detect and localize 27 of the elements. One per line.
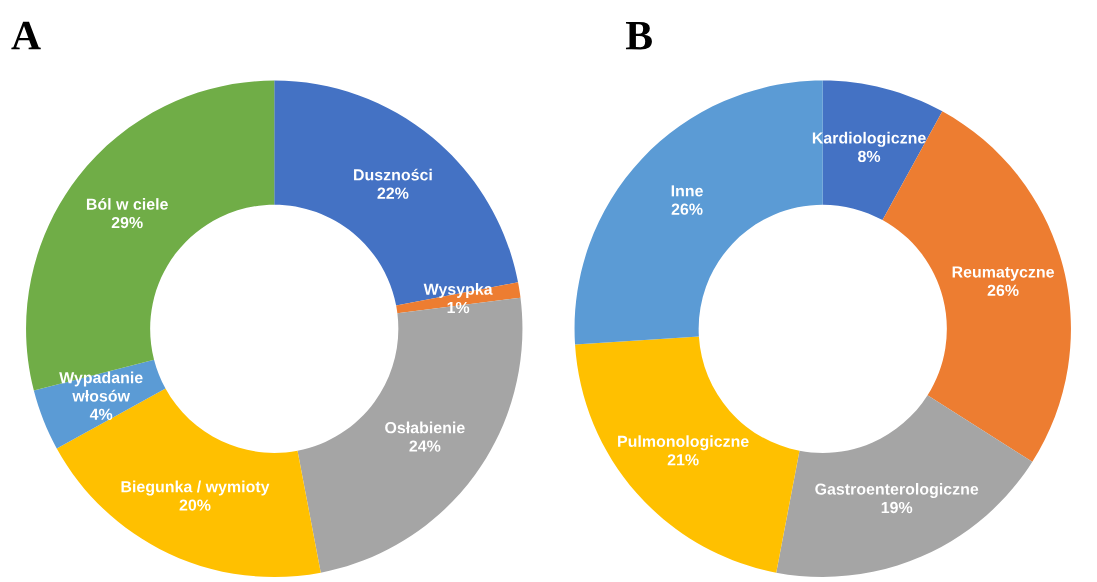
donut-slice [297,297,523,573]
slice-label: Duszności [354,168,432,181]
slice-label: Reumatyczne [952,266,1054,281]
slice-label: Biegunka / wymioty [121,480,270,496]
chart-title: B [625,22,652,50]
data-label: 4% [89,408,113,420]
data-label: 26% [987,284,1019,296]
data-label: 19% [881,501,913,514]
data-label: 26% [671,203,703,215]
slice-label: Ból w ciele [86,197,168,210]
data-label: 24% [409,440,441,452]
data-label: 1% [447,301,470,314]
data-label: 20% [179,499,211,511]
slice-label: Inne [671,185,703,197]
slice-label: Osłabienie [385,421,465,434]
donut-slice [56,388,321,577]
donut-slice [575,336,800,573]
data-label: 29% [111,216,143,229]
chart-title: A [11,21,41,50]
donut-slice [26,80,275,391]
slice-label: Pulmonologiczne [618,435,749,451]
data-label: 21% [667,454,699,466]
data-label: 8% [858,150,881,163]
slice-label: Gastroenterologiczne [815,483,979,498]
data-label: 22% [377,187,409,199]
donut-slice [776,395,1033,578]
slice-label: Kardiologiczne [812,131,926,147]
